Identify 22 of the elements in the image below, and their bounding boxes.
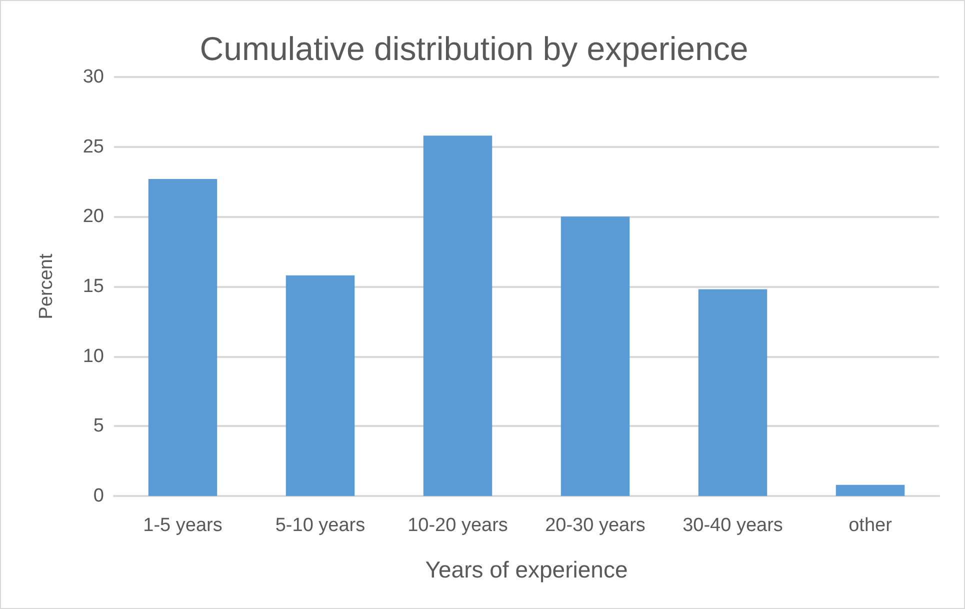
- y-tick-label: 20: [82, 206, 104, 228]
- y-tick-label: 10: [82, 346, 104, 367]
- x-tick-label: 5-10 years: [275, 515, 366, 536]
- x-tick-label: other: [848, 515, 893, 536]
- x-tick-label: 1-5 years: [143, 515, 222, 536]
- bar: [836, 484, 905, 496]
- y-tick-label: 5: [93, 416, 104, 437]
- y-tick-label: 30: [82, 66, 104, 88]
- bar: [286, 275, 355, 496]
- x-tick-label: 10-20 years: [408, 515, 508, 536]
- y-axis-title: Percent: [36, 253, 57, 320]
- bar: [698, 289, 768, 496]
- x-tick-label: 20-30 years: [545, 515, 646, 536]
- x-axis-title: Years of experience: [425, 556, 628, 582]
- y-tick-label: 0: [93, 486, 104, 506]
- bar: [560, 216, 630, 496]
- chart-title: Cumulative distribution by experience: [200, 30, 748, 67]
- bar: [423, 136, 492, 496]
- bar: [148, 178, 218, 496]
- y-tick-label: 15: [82, 276, 104, 297]
- x-tick-label: 30-40 years: [682, 515, 783, 536]
- y-tick-label: 25: [82, 136, 104, 158]
